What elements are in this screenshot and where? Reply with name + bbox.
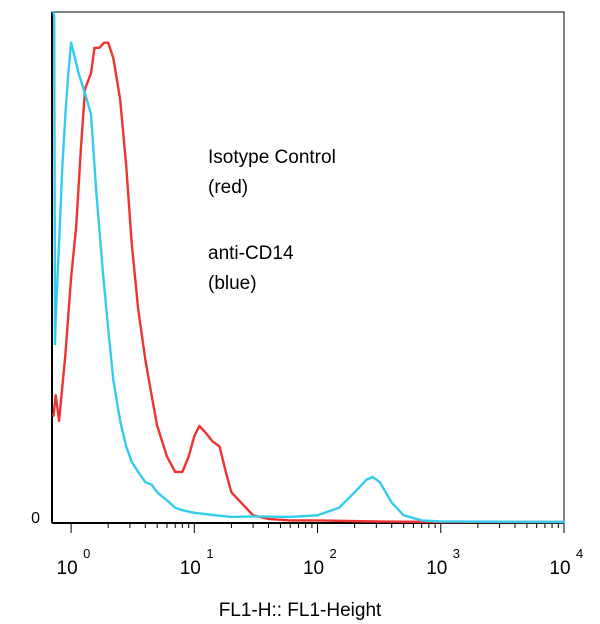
x-tick-exponent: 2 — [330, 546, 337, 561]
x-tick-exponent: 0 — [83, 546, 90, 561]
annotation: Isotype Control (red) — [208, 147, 336, 198]
x-tick-label: 10 3 — [426, 546, 460, 579]
annotations: Isotype Control (red) anti-CD14 (blue) — [208, 147, 336, 294]
annotation-line: (blue) — [208, 273, 257, 294]
annotation-line: anti-CD14 — [208, 243, 294, 264]
x-axis-label: FL1-H:: FL1-Height — [219, 600, 382, 621]
annotation-line: Isotype Control — [208, 147, 336, 168]
x-tick-exponent: 4 — [576, 546, 583, 561]
x-major-ticks — [70, 523, 565, 533]
x-tick-labels: 10 0 10 1 10 2 10 3 10 4 — [57, 546, 584, 579]
plot-frame — [51, 11, 565, 524]
annotation-line: (red) — [208, 177, 248, 198]
x-tick-base: 10 — [303, 558, 324, 579]
x-minor-ticks — [107, 523, 559, 528]
series-line-0 — [52, 41, 566, 524]
series-layer — [52, 10, 566, 524]
x-tick-base: 10 — [57, 558, 78, 579]
x-tick-base: 10 — [180, 558, 201, 579]
x-tick-label: 10 2 — [303, 546, 337, 579]
y-tick-labels: 0 — [31, 510, 40, 527]
series-line-1 — [52, 10, 566, 524]
x-tick-exponent: 3 — [453, 546, 460, 561]
annotation: anti-CD14 (blue) — [208, 243, 294, 294]
x-tick-exponent: 1 — [206, 546, 213, 561]
y-tick-label: 0 — [31, 510, 40, 527]
x-tick-base: 10 — [426, 558, 447, 579]
x-tick-label: 10 1 — [180, 546, 214, 579]
x-tick-label: 10 0 — [57, 546, 91, 579]
x-tick-base: 10 — [549, 558, 570, 579]
x-tick-label: 10 4 — [549, 546, 583, 579]
